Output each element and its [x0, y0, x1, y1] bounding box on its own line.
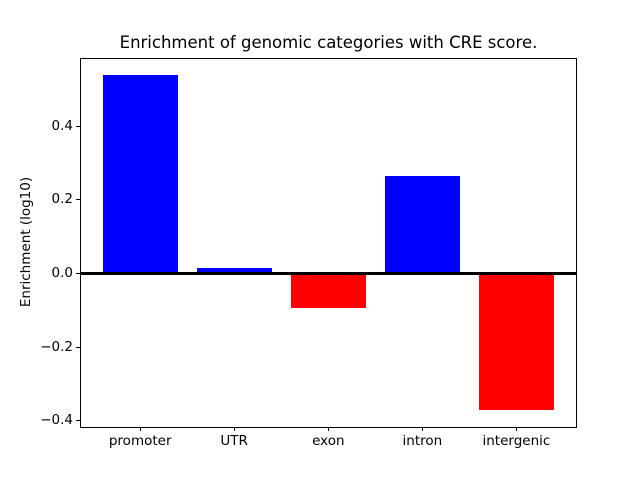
- x-tick-mark: [421, 427, 423, 432]
- y-tick-label: −0.2: [40, 338, 73, 355]
- bar-intergenic: [478, 273, 554, 410]
- y-tick-mark: [76, 273, 80, 274]
- y-tick-label: 0.0: [51, 265, 73, 281]
- y-tick-mark: [76, 420, 80, 422]
- y-tick-label: 0.4: [51, 117, 73, 134]
- x-tick-label-promoter: promoter: [108, 433, 172, 449]
- chart-title: Enrichment of genomic categories with CR…: [119, 33, 538, 52]
- bar-promoter: [102, 74, 178, 274]
- x-tick-label-UTR: UTR: [220, 433, 248, 449]
- bar-exon: [290, 273, 366, 308]
- y-tick-mark: [76, 346, 80, 348]
- x-tick-label-intron: intron: [402, 433, 443, 449]
- y-tick-label: 0.2: [51, 191, 73, 208]
- y-tick-mark: [76, 125, 80, 127]
- x-tick-mark: [139, 427, 141, 432]
- bar-UTR: [196, 268, 272, 274]
- zero-line: [80, 272, 577, 275]
- x-tick-label-intergenic: intergenic: [482, 433, 551, 449]
- x-tick-mark: [233, 427, 235, 432]
- bar-intron: [384, 175, 460, 274]
- y-tick-label: −0.4: [40, 412, 73, 429]
- x-tick-mark: [515, 427, 517, 432]
- x-tick-label-exon: exon: [312, 433, 345, 449]
- x-tick-mark: [327, 427, 329, 432]
- y-tick-mark: [76, 199, 80, 201]
